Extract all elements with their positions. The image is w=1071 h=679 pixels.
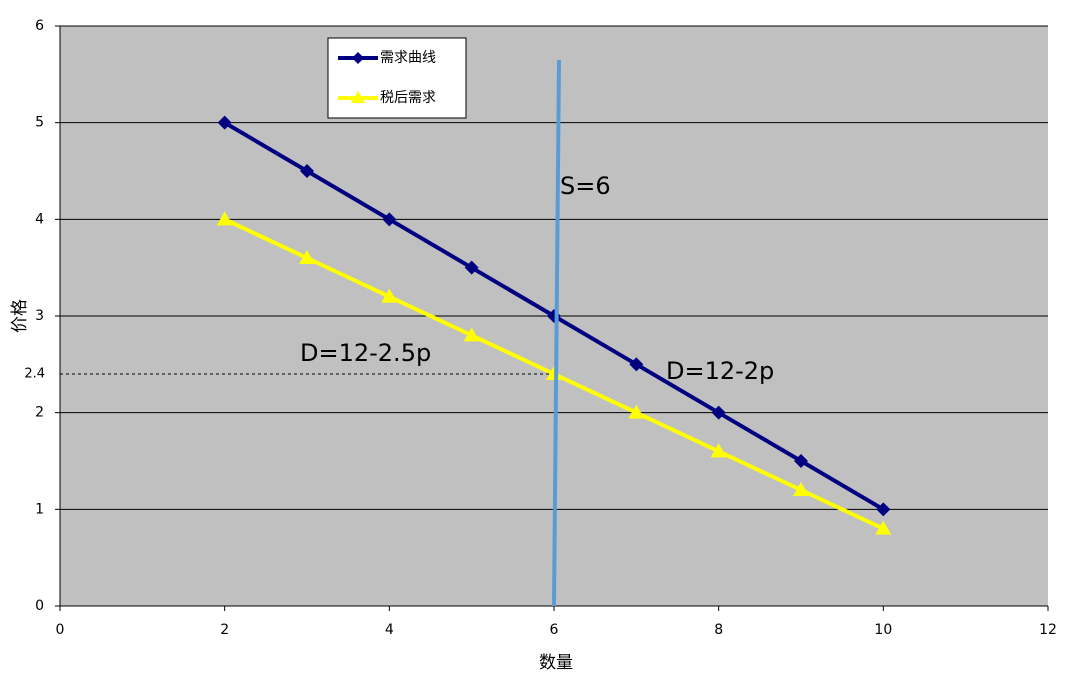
marker bbox=[876, 502, 891, 517]
y-tick-label: 5 bbox=[35, 115, 44, 131]
annotation: D=12-2.5p bbox=[300, 339, 431, 367]
marker bbox=[382, 212, 397, 227]
y-axis-title: 价格 bbox=[10, 299, 30, 333]
x-axis-title: 数量 bbox=[539, 653, 573, 673]
marker bbox=[217, 115, 232, 130]
marker bbox=[710, 443, 727, 458]
marker bbox=[300, 164, 314, 178]
marker bbox=[464, 260, 479, 275]
reference-label: 2.4 bbox=[24, 367, 45, 382]
legend-marker bbox=[352, 52, 364, 64]
legend-label: 税后需求 bbox=[380, 90, 436, 106]
marker bbox=[629, 357, 644, 372]
legend-box bbox=[327, 37, 467, 119]
x-tick-label: 2 bbox=[220, 622, 229, 638]
x-tick-label: 8 bbox=[714, 622, 723, 638]
y-tick-label: 0 bbox=[35, 598, 44, 614]
supply-line bbox=[552, 59, 561, 607]
marker bbox=[711, 405, 726, 420]
x-tick-label: 0 bbox=[56, 622, 65, 638]
x-tick-label: 4 bbox=[385, 622, 394, 638]
y-tick-label: 2 bbox=[35, 405, 44, 421]
legend-marker bbox=[351, 91, 365, 103]
marker bbox=[794, 454, 808, 468]
marker bbox=[463, 327, 480, 342]
marker bbox=[216, 211, 233, 226]
x-tick-label: 10 bbox=[874, 622, 892, 638]
y-tick-label: 4 bbox=[35, 211, 44, 227]
marker bbox=[381, 288, 398, 303]
legend-label: 需求曲线 bbox=[380, 50, 436, 66]
marker bbox=[628, 404, 645, 419]
marker bbox=[875, 520, 892, 535]
y-tick-label: 1 bbox=[35, 501, 44, 517]
supply-label: S=6 bbox=[560, 172, 611, 200]
y-tick-label: 3 bbox=[35, 308, 44, 324]
x-tick-label: 6 bbox=[550, 622, 559, 638]
annotation: D=12-2p bbox=[666, 357, 774, 385]
y-tick-label: 6 bbox=[35, 18, 44, 34]
marker bbox=[299, 250, 315, 264]
x-tick-label: 12 bbox=[1039, 622, 1057, 638]
marker bbox=[793, 482, 809, 496]
